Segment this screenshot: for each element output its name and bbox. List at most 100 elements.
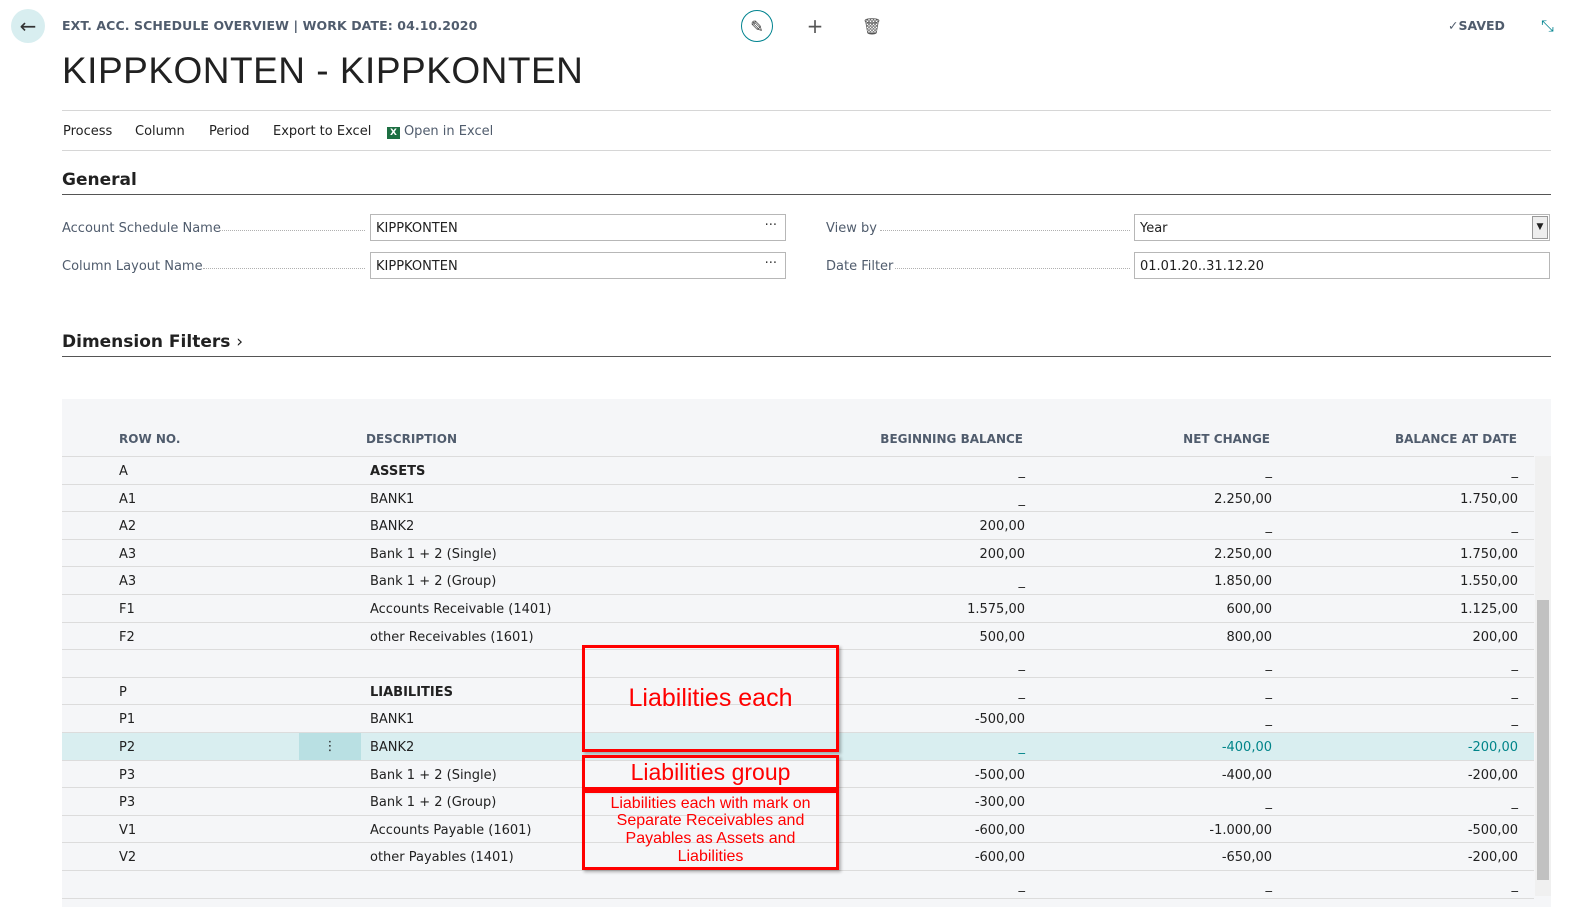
net-change[interactable]: _ (1265, 878, 1273, 893)
balance-at-date[interactable]: 1.125,00 (1460, 602, 1518, 617)
beginning-balance[interactable]: -600,00 (974, 822, 1025, 838)
col-net-change[interactable]: NET CHANGE (1183, 432, 1270, 446)
balance-at-date[interactable]: _ (1511, 657, 1519, 673)
beginning-balance[interactable]: _ (1018, 740, 1026, 755)
new-button[interactable]: + (799, 10, 831, 42)
lookup-ellipsis-icon[interactable]: ··· (764, 256, 777, 271)
net-change[interactable]: _ (1265, 684, 1273, 700)
lookup-ellipsis-icon[interactable]: ··· (764, 218, 777, 233)
beginning-balance[interactable]: _ (1018, 491, 1026, 507)
collapse-button[interactable]: ⤡ (1541, 16, 1554, 36)
table-row[interactable]: A3 Bank 1 + 2 (Single) 200,00 2.250,00 1.750… (62, 540, 1534, 568)
beginning-balance[interactable]: _ (1018, 464, 1026, 479)
table-row[interactable]: V1 Accounts Payable (1601) -600,00 -1.000,0… (62, 816, 1534, 844)
back-button[interactable]: ← (11, 9, 45, 43)
balance-at-date[interactable]: 1.750,00 (1460, 546, 1518, 562)
annotation-liabilities-each: Liabilities each (582, 645, 839, 752)
view-by-select[interactable]: Year ▼ (1134, 214, 1550, 241)
net-change[interactable]: _ (1265, 464, 1273, 479)
balance-at-date[interactable]: 1.550,00 (1460, 574, 1518, 590)
beginning-balance[interactable]: 200,00 (979, 519, 1026, 535)
beginning-balance[interactable]: 500,00 (979, 629, 1026, 645)
dots (203, 268, 365, 269)
balance-at-date[interactable]: 200,00 (1472, 629, 1519, 645)
balance-at-date[interactable]: _ (1511, 795, 1519, 811)
account-schedule-field[interactable]: KIPPKONTEN ··· (370, 214, 786, 241)
table-row[interactable]: F2 other Receivables (1601) 500,00 800,00 20… (62, 623, 1534, 651)
balance-at-date[interactable]: _ (1511, 712, 1519, 728)
net-change[interactable]: -400,00 (1221, 740, 1272, 755)
table-row[interactable]: P1 BANK1 -500,00 _ _ (62, 705, 1534, 733)
edit-button[interactable]: ✎ (741, 10, 773, 42)
balance-at-date[interactable]: -200,00 (1467, 740, 1518, 755)
col-beginning-balance[interactable]: BEGINNING BALANCE (880, 432, 1023, 446)
date-filter-field[interactable]: 01.01.20..31.12.20 (1134, 252, 1550, 279)
column-layout-field[interactable]: KIPPKONTEN ··· (370, 252, 786, 279)
net-change[interactable]: _ (1265, 712, 1273, 728)
dimension-filters-heading[interactable]: Dimension Filters › (62, 332, 244, 352)
menu-column[interactable]: Column (135, 124, 185, 139)
row-description: other Receivables (1601) (370, 629, 534, 645)
view-by-label: View by (826, 221, 877, 236)
menu-period[interactable]: Period (209, 124, 250, 139)
table-row[interactable]: F1 Accounts Receivable (1401) 1.575,00 600,… (62, 595, 1534, 623)
balance-at-date[interactable]: _ (1511, 519, 1519, 535)
table-row[interactable]: P LIABILITIES _ _ _ (62, 678, 1534, 706)
beginning-balance[interactable]: -600,00 (974, 850, 1025, 866)
delete-button[interactable]: 🗑 (856, 10, 888, 42)
net-change[interactable]: 1.850,00 (1214, 574, 1272, 590)
row-no: P3 (119, 767, 136, 783)
balance-at-date[interactable]: _ (1511, 464, 1519, 479)
menu-process[interactable]: Process (63, 124, 113, 139)
account-schedule-label: Account Schedule Name (62, 221, 221, 236)
beginning-balance[interactable]: -500,00 (974, 767, 1025, 783)
balance-at-date[interactable]: -200,00 (1467, 767, 1518, 783)
balance-at-date[interactable]: _ (1511, 878, 1519, 893)
beginning-balance[interactable]: _ (1018, 684, 1026, 700)
balance-at-date[interactable]: _ (1511, 684, 1519, 700)
net-change[interactable]: _ (1265, 519, 1273, 535)
beginning-balance[interactable]: _ (1018, 574, 1026, 590)
net-change[interactable]: 2.250,00 (1214, 491, 1272, 507)
menu-export-to-excel[interactable]: Export to Excel (273, 124, 372, 139)
page-caption: EXT. ACC. SCHEDULE OVERVIEW | WORK DATE:… (62, 18, 478, 33)
row-description: BANK1 (370, 712, 415, 728)
table-row[interactable]: _ _ _ (62, 650, 1534, 678)
row-no: F1 (119, 602, 135, 617)
balance-at-date[interactable]: 1.750,00 (1460, 491, 1518, 507)
table-row[interactable]: V2 other Payables (1401) -600,00 -650,00 -20… (62, 843, 1534, 871)
net-change[interactable]: _ (1265, 657, 1273, 673)
table-row[interactable]: A ASSETS _ _ _ (62, 457, 1534, 485)
net-change[interactable]: _ (1265, 795, 1273, 811)
col-description[interactable]: DESCRIPTION (366, 432, 458, 446)
balance-at-date[interactable]: -500,00 (1467, 822, 1518, 838)
beginning-balance[interactable]: -300,00 (974, 795, 1025, 811)
scrollbar-thumb[interactable] (1537, 600, 1549, 880)
net-change[interactable]: 2.250,00 (1214, 546, 1272, 562)
table-row[interactable]: A3 Bank 1 + 2 (Group) _ 1.850,00 1.550,00 (62, 567, 1534, 595)
net-change[interactable]: 800,00 (1226, 629, 1273, 645)
beginning-balance[interactable]: 1.575,00 (967, 602, 1025, 617)
net-change[interactable]: -400,00 (1221, 767, 1272, 783)
col-row-no[interactable]: ROW NO. (119, 432, 181, 446)
row-actions-icon[interactable]: ⋮ (299, 733, 361, 760)
table-row[interactable]: _ _ _ (62, 871, 1534, 899)
beginning-balance[interactable]: -500,00 (974, 712, 1025, 728)
beginning-balance[interactable]: _ (1018, 878, 1026, 893)
row-description: Bank 1 + 2 (Group) (370, 574, 497, 590)
net-change[interactable]: 600,00 (1226, 602, 1273, 617)
col-balance-at-date[interactable]: BALANCE AT DATE (1394, 432, 1517, 446)
divider (62, 356, 1551, 357)
beginning-balance[interactable]: 200,00 (979, 546, 1026, 562)
menu-open-in-excel[interactable]: X Open in Excel (387, 124, 493, 139)
row-no: F2 (119, 629, 135, 645)
table-row[interactable]: P3 Bank 1 + 2 (Group) -300,00 _ _ (62, 788, 1534, 816)
table-row[interactable]: A1 BANK1 _ 2.250,00 1.750,00 (62, 485, 1534, 513)
balance-at-date[interactable]: -200,00 (1467, 850, 1518, 866)
table-row[interactable]: A2 BANK2 200,00 _ _ (62, 512, 1534, 540)
net-change[interactable]: -1.000,00 (1209, 822, 1272, 838)
beginning-balance[interactable]: _ (1018, 657, 1026, 673)
net-change[interactable]: -650,00 (1221, 850, 1272, 866)
row-description: ASSETS (370, 464, 426, 479)
row-description: LIABILITIES (370, 684, 453, 700)
